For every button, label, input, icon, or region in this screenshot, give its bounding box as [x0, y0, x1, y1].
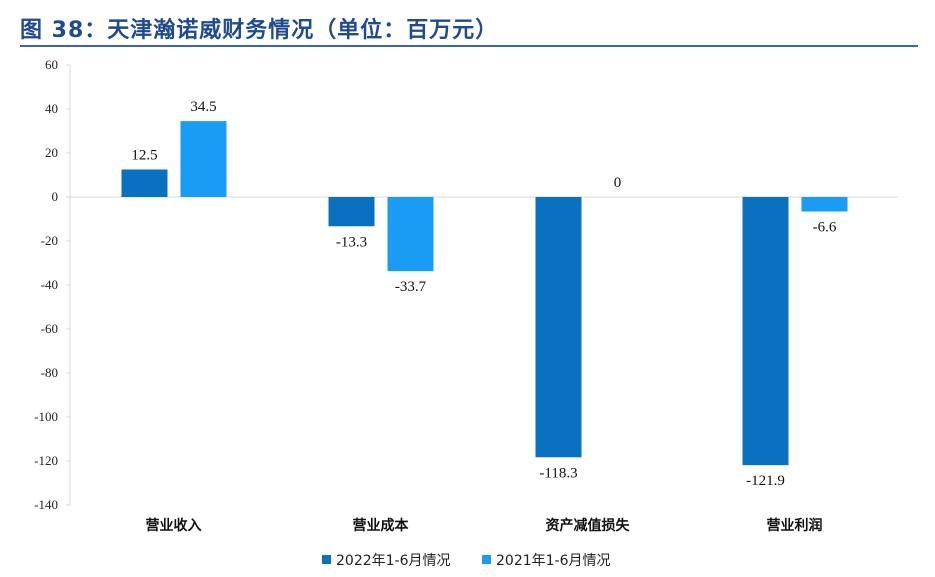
y-tick-label: -60 — [41, 321, 58, 336]
data-label: -13.3 — [336, 234, 367, 250]
y-tick-label: -100 — [34, 409, 58, 424]
bar-2022 — [742, 197, 789, 466]
data-label: -121.9 — [746, 473, 785, 489]
bar-2022 — [328, 197, 375, 227]
data-label: 12.5 — [131, 148, 157, 164]
y-tick-label: 0 — [52, 189, 59, 204]
data-label: 34.5 — [190, 99, 216, 115]
bar-2021 — [801, 197, 848, 212]
data-label: -118.3 — [539, 465, 577, 481]
y-tick-label: -40 — [41, 277, 58, 292]
legend-swatch — [322, 555, 331, 564]
y-tick-label: -20 — [41, 233, 58, 248]
chart-title: 图 38：天津瀚诺威财务情况（单位：百万元） — [20, 18, 499, 43]
bar-2021 — [180, 121, 227, 197]
data-label: -33.7 — [395, 279, 427, 295]
x-category-label: 营业成本 — [353, 517, 410, 534]
y-tick-label: 60 — [45, 57, 58, 72]
y-tick-label: -120 — [34, 453, 58, 468]
legend-swatch — [482, 555, 491, 564]
x-category-label: 资产减值损失 — [546, 517, 631, 534]
bar-2022 — [535, 197, 582, 458]
bar-2022 — [121, 169, 168, 197]
y-tick-label: -80 — [41, 365, 58, 380]
data-label: -6.6 — [813, 220, 837, 236]
legend-label: 2022年1-6月情况 — [336, 553, 451, 569]
y-tick-label: 40 — [45, 101, 58, 116]
bar-2021 — [387, 197, 434, 272]
legend-label: 2021年1-6月情况 — [496, 553, 611, 569]
x-category-label: 营业收入 — [146, 517, 202, 534]
x-category-label: 营业利润 — [767, 517, 823, 534]
y-tick-label: -140 — [34, 497, 58, 512]
y-tick-label: 20 — [45, 145, 58, 160]
title-underline — [20, 45, 918, 47]
data-label: 0 — [614, 175, 622, 191]
